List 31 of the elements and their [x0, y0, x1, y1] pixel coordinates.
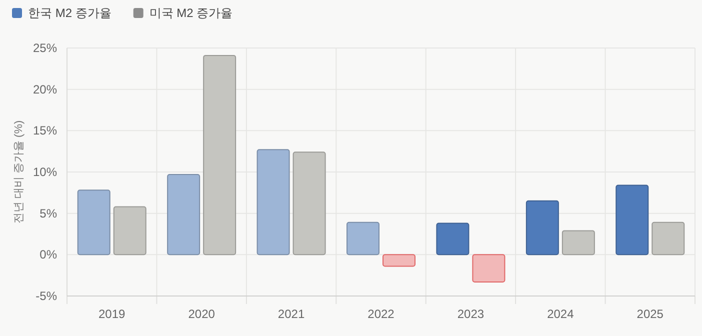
bar [346, 222, 380, 256]
bar [77, 190, 110, 256]
y-tick-label: 20% [32, 82, 58, 96]
x-tick-label: 2021 [278, 307, 305, 321]
x-tick-label: 2020 [188, 307, 216, 321]
bar [382, 254, 416, 267]
bar [472, 254, 506, 282]
bar [113, 206, 146, 256]
bar [436, 222, 470, 256]
y-tick-label: 0% [40, 248, 58, 262]
x-tick-label: 2019 [98, 307, 126, 321]
x-tick-label: 2022 [368, 307, 395, 321]
bar [652, 222, 685, 256]
y-tick-label: 15% [32, 124, 58, 138]
y-axis-title: 전년 대비 증가율 (%) [13, 120, 25, 224]
x-tick-label: 2025 [636, 307, 664, 321]
y-tick-label: 5% [40, 206, 58, 220]
y-tick-label: 25% [32, 41, 58, 55]
bar [203, 54, 236, 256]
bar [256, 149, 290, 256]
bar [167, 174, 200, 256]
legend-label: 한국 M2 증가율 [28, 6, 112, 20]
y-tick-label: -5% [36, 289, 58, 303]
legend: 한국 M2 증가율 미국 M2 증가율 [12, 6, 233, 20]
x-tick-label: 2024 [547, 307, 574, 321]
bar [526, 200, 559, 256]
y-tick-label: 10% [32, 165, 58, 179]
bar [292, 152, 326, 256]
x-tick-label: 2023 [457, 307, 484, 321]
bar [616, 184, 649, 256]
bar [562, 230, 595, 256]
